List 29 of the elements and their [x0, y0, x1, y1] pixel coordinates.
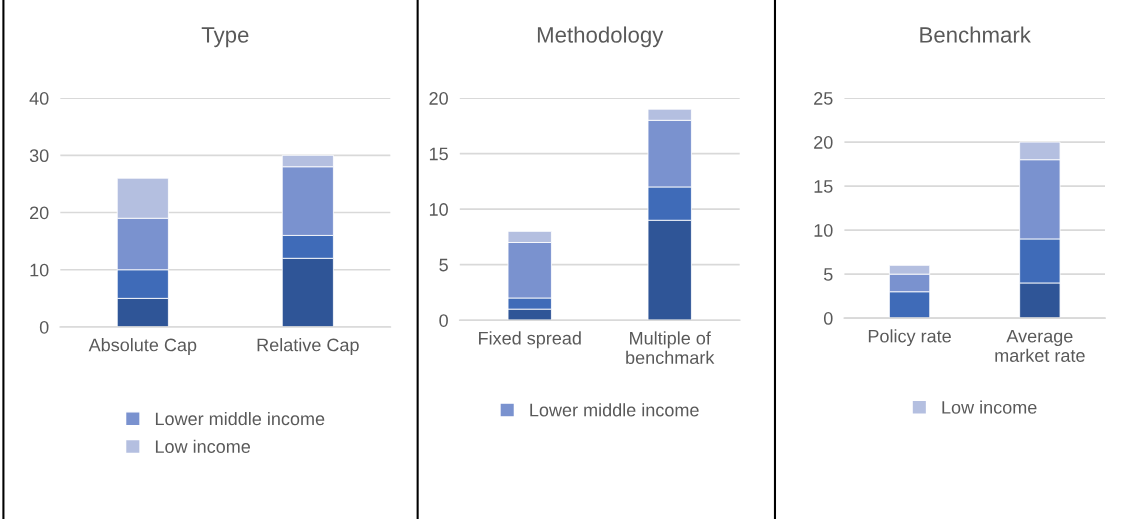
y-tick-label: 20 [429, 92, 448, 105]
x-tick-label: Fixed spread [479, 331, 581, 349]
y-tick-label: 30 [29, 149, 49, 163]
y-tick-label: 25 [814, 92, 833, 105]
y-tick-label: 20 [30, 206, 49, 220]
y-tick-label: 10 [814, 224, 833, 237]
legend-label: Lower middle income [155, 411, 325, 426]
x-tick-label: Average market rate [995, 329, 1085, 362]
x-tick-label: Relative Cap [257, 338, 359, 355]
y-tick-label: 15 [814, 180, 833, 193]
chart-title: Type [201, 27, 249, 48]
chart-title: Methodology [537, 26, 664, 48]
x-tick-label: Policy rate [868, 329, 951, 347]
x-tick-label: Absolute Cap [88, 338, 197, 355]
y-tick-label: 10 [429, 203, 448, 216]
y-tick-label: 0 [823, 312, 833, 325]
y-tick-label: 0 [439, 314, 448, 327]
chart-title: Benchmark [920, 26, 1031, 43]
legend-label: Low income [155, 439, 251, 453]
y-tick-label: 5 [439, 258, 448, 272]
y-tick-label: 5 [823, 268, 833, 281]
y-tick-label: 0 [39, 320, 49, 334]
y-tick-label: 20 [814, 136, 833, 149]
y-tick-label: 10 [30, 263, 49, 277]
y-tick-label: 40 [29, 92, 49, 105]
y-tick-label: 15 [429, 147, 448, 161]
legend-label: Low income [942, 400, 1037, 414]
x-tick-label: Multiple of benchmark [626, 331, 715, 365]
legend-label: Lower middle income [530, 403, 699, 417]
